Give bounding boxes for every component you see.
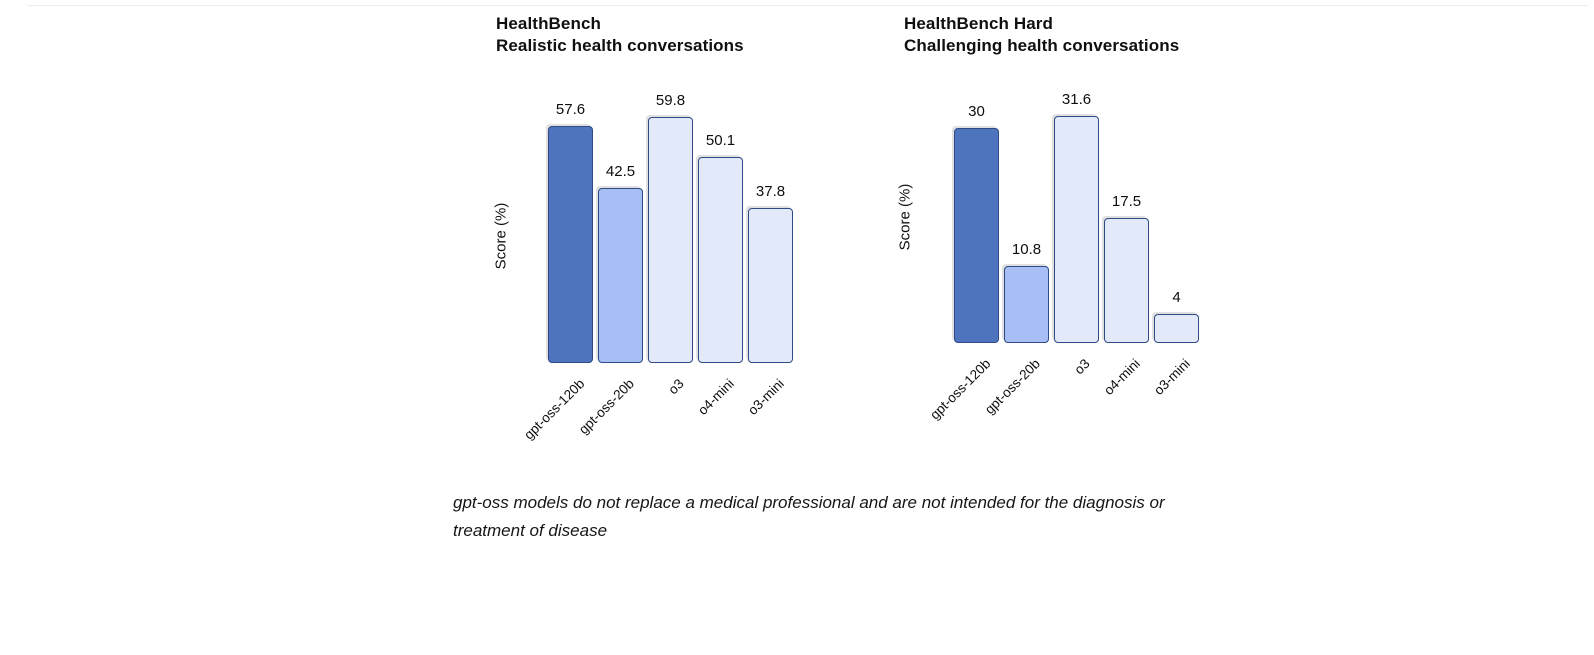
bar-value-label: 10.8 (1011, 240, 1042, 258)
x-tick-label: o3 (1071, 356, 1094, 378)
bar-value-label: 30 (968, 102, 985, 120)
footnote: gpt-oss models do not replace a medical … (453, 489, 1165, 545)
bar-o4-mini (1104, 217, 1149, 343)
chart-title: HealthBench Realistic health conversation… (496, 13, 744, 56)
bar-value-label: 59.8 (655, 91, 686, 109)
bar-gpt-oss-120b (954, 127, 999, 343)
top-divider (27, 5, 1588, 6)
bar-gpt-oss-20b (598, 188, 643, 363)
x-tick-label: o4-mini (1101, 356, 1144, 398)
bar-gpt-oss-20b (1004, 265, 1049, 343)
chart-title-line: HealthBench Hard (904, 14, 1053, 33)
x-tick-label: o3-mini (1151, 356, 1194, 398)
chart-title-line: HealthBench (496, 14, 602, 33)
footnote-line: gpt-oss models do not replace a medical … (453, 493, 1165, 512)
bar-value-label: 50.1 (705, 131, 736, 149)
bar-o3-mini (1154, 314, 1199, 343)
bar-o3 (1054, 116, 1099, 343)
footnote-line: treatment of disease (453, 521, 608, 540)
chart-subtitle-line: Challenging health conversations (904, 35, 1180, 55)
bar-gpt-oss-120b (548, 126, 593, 363)
bar-o4-mini (698, 156, 743, 363)
bar-value-label: 57.6 (555, 101, 586, 118)
bar-value-label: 31.6 (1061, 91, 1092, 109)
bar-o3 (648, 116, 693, 363)
x-tick-label: gpt-oss-120b (926, 356, 994, 423)
bar-o3-mini (748, 207, 793, 363)
bar-value-label: 4 (1172, 289, 1181, 307)
chart-subtitle-line: Realistic health conversations (496, 35, 744, 55)
bar-value-label: 17.5 (1111, 192, 1142, 210)
chart-title: HealthBench Hard Challenging health conve… (904, 13, 1179, 56)
bar-value-label: 42.5 (605, 163, 636, 181)
bar-value-label: 37.8 (755, 182, 786, 200)
